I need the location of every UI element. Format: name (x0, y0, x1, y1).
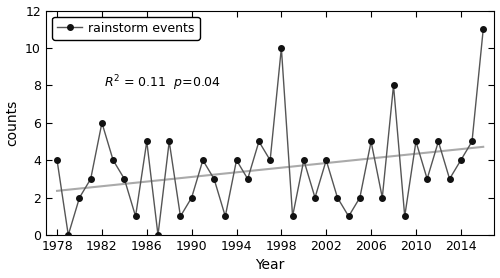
rainstorm events (323, 158, 329, 162)
rainstorm events (469, 140, 475, 143)
rainstorm events (166, 140, 172, 143)
Line: rainstorm events: rainstorm events (54, 26, 486, 238)
rainstorm events (446, 177, 452, 181)
rainstorm events (211, 177, 217, 181)
rainstorm events (66, 233, 71, 237)
rainstorm events (222, 215, 228, 218)
rainstorm events (368, 140, 374, 143)
rainstorm events (346, 215, 352, 218)
rainstorm events (256, 140, 262, 143)
rainstorm events (76, 196, 82, 199)
rainstorm events (290, 215, 296, 218)
rainstorm events (99, 121, 105, 125)
rainstorm events (188, 196, 194, 199)
rainstorm events (312, 196, 318, 199)
rainstorm events (267, 158, 273, 162)
rainstorm events (54, 158, 60, 162)
rainstorm events (110, 158, 116, 162)
rainstorm events (436, 140, 442, 143)
rainstorm events (178, 215, 184, 218)
Y-axis label: counts: counts (6, 100, 20, 146)
rainstorm events (402, 215, 407, 218)
rainstorm events (413, 140, 419, 143)
rainstorm events (234, 158, 239, 162)
rainstorm events (144, 140, 150, 143)
rainstorm events (480, 28, 486, 31)
rainstorm events (88, 177, 94, 181)
rainstorm events (278, 46, 284, 50)
rainstorm events (200, 158, 206, 162)
rainstorm events (155, 233, 161, 237)
rainstorm events (132, 215, 138, 218)
rainstorm events (458, 158, 464, 162)
rainstorm events (334, 196, 340, 199)
rainstorm events (424, 177, 430, 181)
rainstorm events (244, 177, 250, 181)
X-axis label: Year: Year (256, 259, 285, 272)
Legend: rainstorm events: rainstorm events (52, 17, 200, 40)
rainstorm events (122, 177, 128, 181)
rainstorm events (390, 84, 396, 87)
rainstorm events (301, 158, 307, 162)
rainstorm events (380, 196, 386, 199)
rainstorm events (357, 196, 363, 199)
Text: $\it{R}^{2}$ = 0.11  $\it{p}$=0.04: $\it{R}^{2}$ = 0.11 $\it{p}$=0.04 (104, 73, 222, 93)
